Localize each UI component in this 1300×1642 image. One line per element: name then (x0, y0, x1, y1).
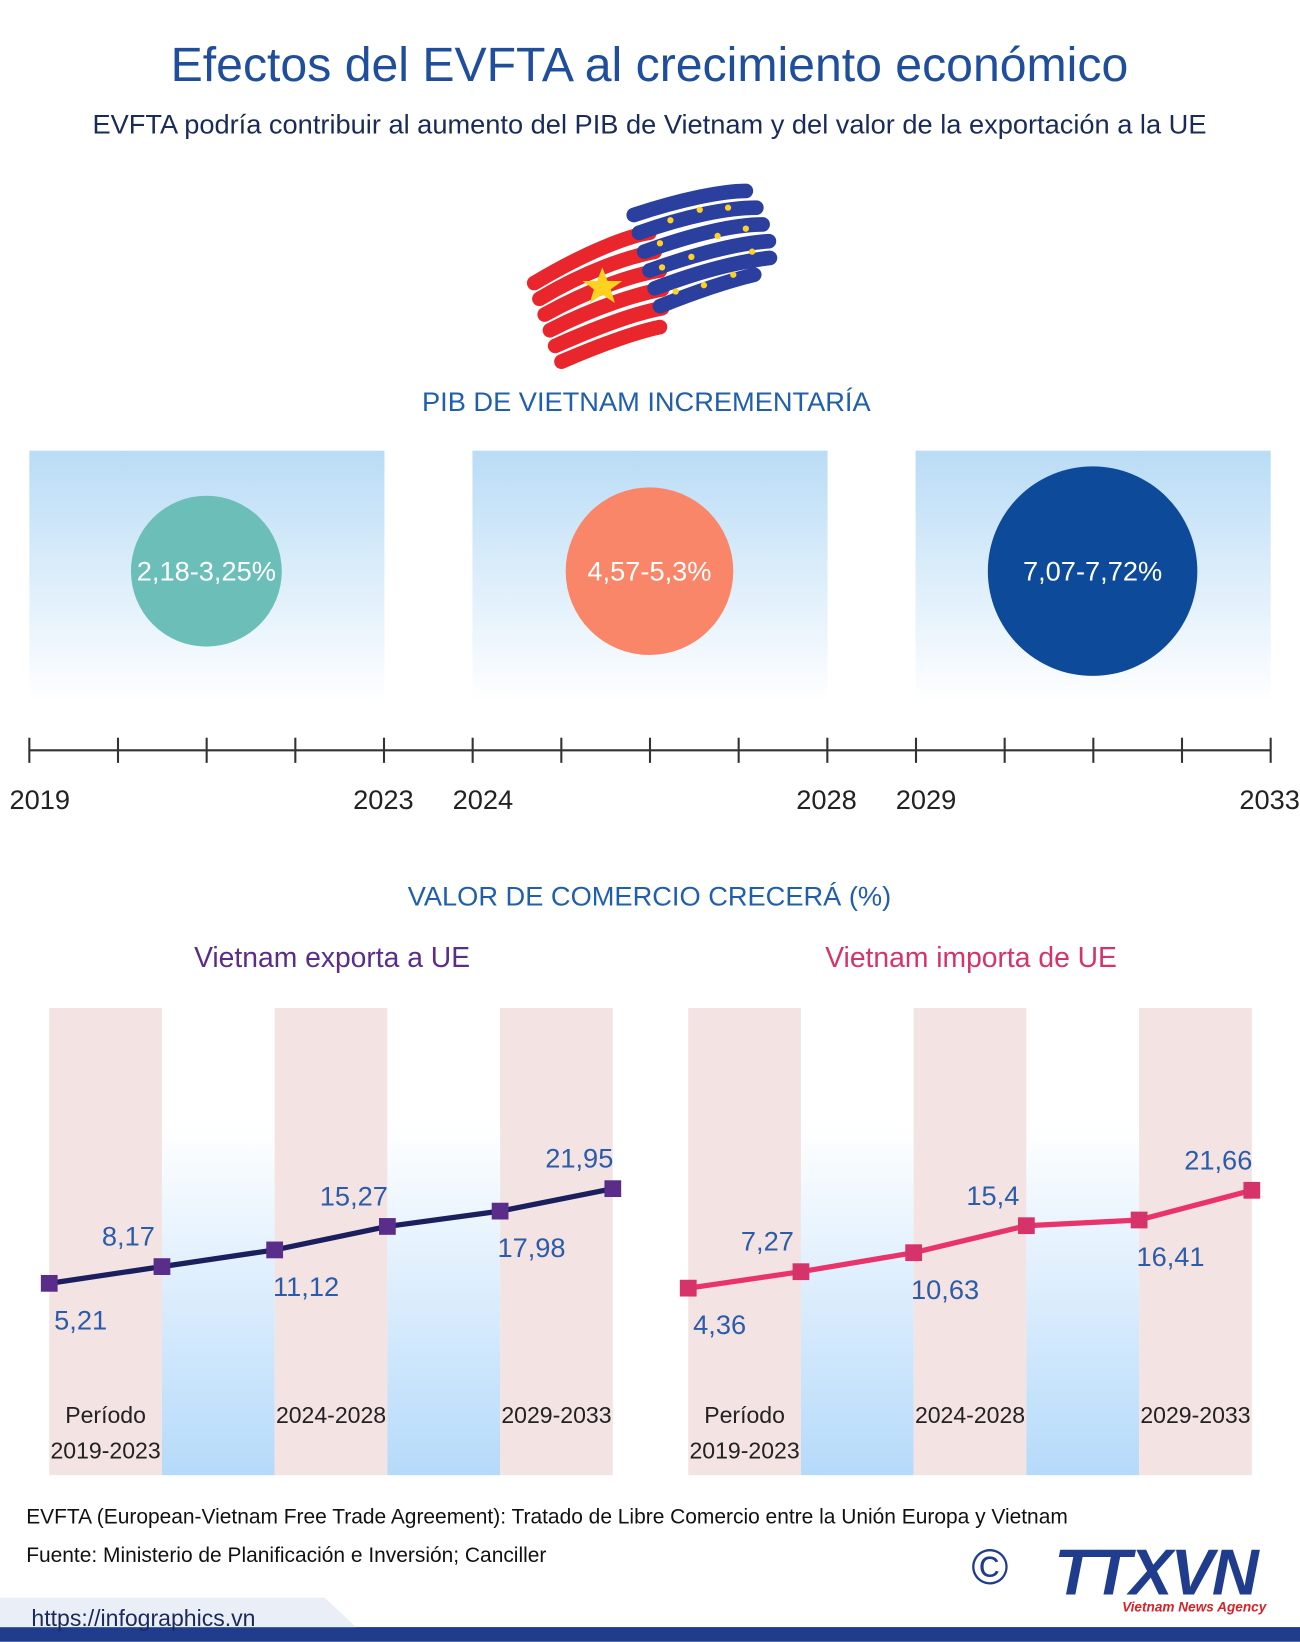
blue-band (1026, 1007, 1140, 1476)
marker (266, 1241, 284, 1259)
value-label: 5,21 (54, 1304, 107, 1335)
value-label: 17,98 (497, 1232, 565, 1263)
gdp-range: 2,18-3,25% (137, 556, 276, 587)
value-label: 16,41 (1136, 1241, 1204, 1272)
logo: TTXVN (1054, 1536, 1260, 1609)
series-line (48, 1186, 614, 1286)
value-label: 7,27 (741, 1226, 794, 1257)
url-bg (0, 1597, 357, 1628)
url: https://infographics.vn (31, 1605, 255, 1631)
marker (905, 1244, 923, 1262)
note: EVFTA (European-Vietnam Free Trade Agree… (26, 1505, 1068, 1528)
value-label: 15,27 (320, 1180, 388, 1211)
gdp-range: 4,57-5,3% (587, 556, 711, 587)
year-start: 2024 (453, 784, 514, 815)
period-label: 2024-2028 (276, 1402, 386, 1428)
marker (792, 1263, 810, 1281)
value-label: 21,66 (1184, 1144, 1252, 1175)
period-label: 2029-2033 (1140, 1402, 1250, 1428)
pink-band (274, 1007, 388, 1476)
period-label: Período (704, 1402, 785, 1428)
marker (679, 1279, 697, 1297)
gdp-title: PIB DE VIETNAM INCREMENTARÍA (422, 386, 872, 417)
pink-band (1139, 1007, 1252, 1476)
blue-band (387, 1007, 501, 1476)
gdp-circle (565, 487, 734, 655)
blue-band (161, 1007, 275, 1476)
subtitle: EVFTA podría contribuir al aumento del P… (92, 108, 1206, 139)
value-label: 21,95 (545, 1143, 613, 1174)
pink-band (688, 1007, 801, 1476)
pink-band (500, 1007, 613, 1476)
year-end: 2033 (1239, 784, 1300, 815)
chart-title: Vietnam importa de UE (825, 941, 1117, 973)
period-label: 2029-2033 (501, 1402, 611, 1428)
period-label: Período (65, 1402, 146, 1428)
gdp-circle (130, 495, 282, 647)
copyright: © (971, 1538, 1008, 1595)
marker (1243, 1181, 1261, 1199)
period-label: 2019-2023 (51, 1437, 161, 1463)
source: Fuente: Ministerio de Planificación e In… (26, 1544, 546, 1567)
flag-graphic (526, 183, 778, 369)
value-label: 8,17 (102, 1221, 155, 1252)
blue-band (800, 1007, 914, 1476)
marker (1018, 1217, 1035, 1235)
marker (40, 1274, 58, 1292)
period-label: 2024-2028 (915, 1402, 1025, 1428)
marker (379, 1218, 396, 1235)
chart-title: Vietnam exporta a UE (194, 941, 470, 973)
marker (1130, 1211, 1148, 1229)
value-label: 15,4 (966, 1180, 1019, 1211)
gdp-circle (987, 466, 1198, 676)
marker (153, 1258, 171, 1275)
title: Efectos del EVFTA al crecimiento económi… (171, 38, 1129, 92)
year-start: 2019 (10, 784, 71, 815)
trade-title: VALOR DE COMERCIO CRECERÁ (%) (408, 880, 891, 911)
gdp-range: 7,07-7,72% (1023, 556, 1162, 587)
value-label: 4,36 (693, 1309, 746, 1340)
series-line (687, 1187, 1253, 1291)
marker (604, 1180, 622, 1198)
footer-bar (0, 1627, 1300, 1642)
agency: Vietnam News Agency (1122, 1599, 1268, 1614)
marker (491, 1202, 509, 1220)
year-end: 2028 (796, 784, 857, 815)
value-label: 10,63 (911, 1274, 979, 1305)
year-start: 2029 (896, 784, 957, 815)
period-label: 2019-2023 (690, 1437, 800, 1463)
value-label: 11,12 (273, 1271, 339, 1302)
pink-band (49, 1007, 162, 1476)
year-end: 2023 (353, 784, 414, 815)
